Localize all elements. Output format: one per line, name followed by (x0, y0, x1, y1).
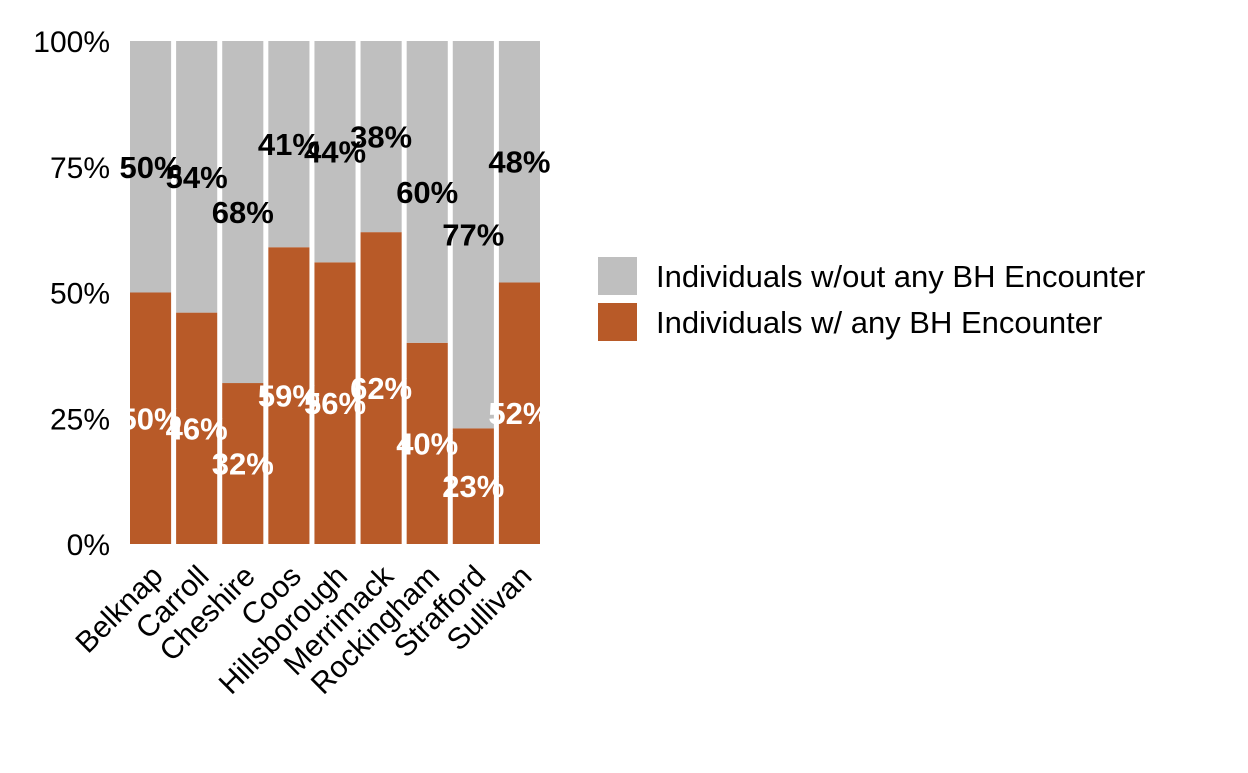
y-tick-label: 25% (50, 403, 110, 436)
y-axis-ticks: 0% 25% 50% 75% 100% (33, 26, 110, 562)
bar-segment (176, 312, 218, 544)
legend-swatch (598, 257, 637, 295)
data-label: 62% (350, 371, 412, 406)
data-label: 44% (304, 135, 366, 170)
data-label: 32% (212, 447, 274, 482)
data-label: 60% (396, 175, 458, 210)
bar-segment (268, 247, 310, 545)
y-tick-label: 75% (50, 152, 110, 185)
bar-segment (130, 41, 172, 293)
data-label: 50% (120, 150, 182, 185)
bar-segment (176, 41, 218, 313)
bar-segment (222, 383, 264, 544)
data-label: 68% (212, 195, 274, 230)
bar-segment (360, 232, 402, 544)
bar-segment (452, 428, 494, 544)
bar-segment (360, 41, 402, 233)
y-tick-label: 0% (67, 529, 110, 562)
bar-segment (406, 41, 448, 343)
data-label: 41% (258, 127, 320, 162)
bar-segment (498, 282, 540, 544)
data-label: 52% (488, 396, 550, 431)
data-label: 40% (396, 426, 458, 461)
data-label: 23% (442, 469, 504, 504)
data-label: 77% (442, 218, 504, 253)
data-label: 54% (166, 160, 228, 195)
data-label: 59% (258, 379, 320, 414)
data-label: 38% (350, 120, 412, 155)
bar-segment (268, 41, 310, 248)
bar-segment (314, 262, 356, 544)
bar-segment (452, 41, 494, 429)
data-label: 48% (488, 145, 550, 180)
bar-segment (314, 41, 356, 263)
x-axis-labels: BelknapCarrollCheshireCoosHillsboroughMe… (70, 559, 539, 701)
bar-segment (498, 41, 540, 283)
data-label: 46% (166, 411, 228, 446)
bars (130, 41, 540, 545)
legend-label: Individuals w/ any BH Encounter (656, 305, 1102, 340)
data-label: 50% (120, 401, 182, 436)
legend-swatch (598, 303, 637, 341)
bar-segment (406, 342, 448, 544)
y-tick-label: 100% (33, 26, 110, 59)
legend-label: Individuals w/out any BH Encounter (656, 259, 1145, 294)
y-tick-label: 50% (50, 278, 110, 311)
legend: Individuals w/out any BH Encounter Indivi… (598, 257, 1145, 341)
bar-segment (130, 292, 172, 544)
data-label: 56% (304, 386, 366, 421)
bar-labels: 50%50%46%54%32%68%59%41%56%44%62%38%40%6… (120, 120, 551, 505)
bar-segment (222, 41, 264, 384)
